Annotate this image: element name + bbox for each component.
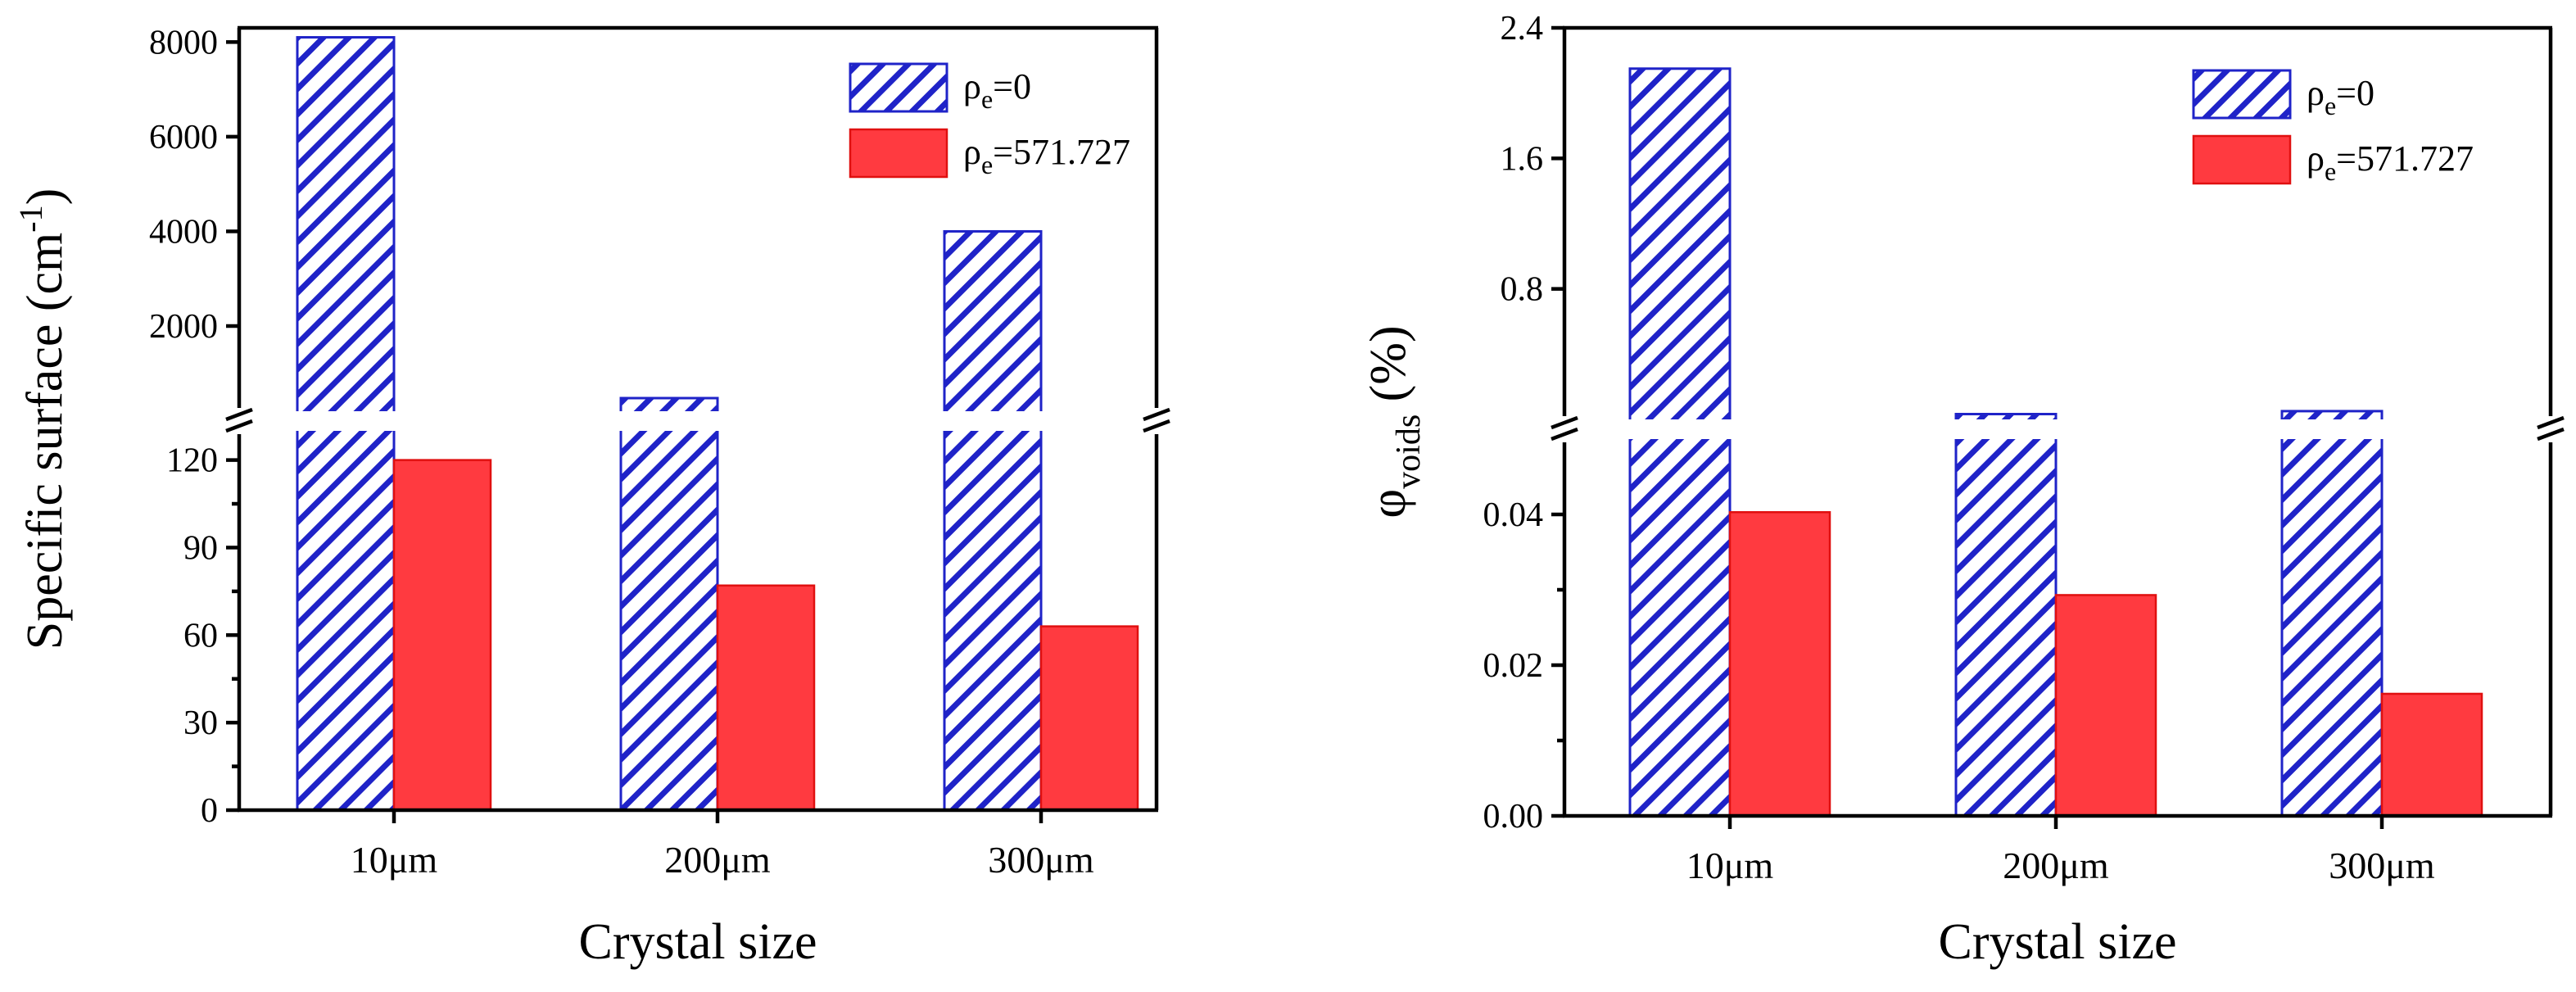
axis-break-mark xyxy=(1143,419,1170,433)
y-axis-title-main: Specific surface (cm xyxy=(17,233,73,650)
y-axis-title-tail: ) xyxy=(17,188,73,206)
y-tick-label: 2.4 xyxy=(1501,10,1544,48)
legend-tail: =0 xyxy=(2336,73,2375,113)
legend-sub: e xyxy=(981,150,993,179)
x-category-label: 10μm xyxy=(351,839,438,881)
legend-label-1: ρe=571.727 xyxy=(2307,138,2474,186)
bar-rho-0-2 xyxy=(2280,410,2384,818)
x-axis-title: Crystal size xyxy=(1939,914,2177,970)
legend-sub: e xyxy=(981,84,993,114)
x-category-label: 10μm xyxy=(1686,845,1774,886)
axis-break-mark xyxy=(225,419,253,433)
y-tick-label: 2000 xyxy=(149,308,218,346)
y-tick-label: 4000 xyxy=(149,213,218,251)
bar-rho-0-1 xyxy=(619,396,719,812)
bar-rho-571-1 xyxy=(716,584,816,812)
y-tick-label: 0.00 xyxy=(1483,798,1544,836)
y-tick-label: 0.8 xyxy=(1501,271,1544,309)
x-category-label: 200μm xyxy=(664,839,771,881)
bar-rho-571-1 xyxy=(2054,594,2157,818)
y-tick-label: 90 xyxy=(183,529,218,567)
y-tick-label: 30 xyxy=(183,704,218,742)
legend-rho: ρ xyxy=(963,66,981,106)
bar-rho-571-0 xyxy=(392,459,492,812)
y-tick-label: 1.6 xyxy=(1501,140,1544,178)
y-tick-label: 6000 xyxy=(149,119,218,156)
legend-sub: e xyxy=(2325,91,2336,120)
bar-rho-0-1 xyxy=(1954,413,2058,818)
legend-swatch-1 xyxy=(2192,134,2292,185)
legend-rho: ρ xyxy=(2307,73,2325,113)
x-axis-title: Crystal size xyxy=(579,914,817,970)
bar-rho-0-0 xyxy=(1628,67,1732,818)
y-axis-title-sub: voids xyxy=(1390,414,1428,489)
bar-rho-0-2 xyxy=(943,229,1043,812)
y-axis-title-main: φ xyxy=(1360,489,1416,519)
axis-break-gap xyxy=(1567,419,2548,439)
y-tick-label: 120 xyxy=(166,442,218,480)
chart-specific-surface: 0 30 60 90 120 2000 4000 6000 8000 10μm 200μm 300μm… xyxy=(12,24,1170,970)
legend-swatch-0 xyxy=(849,62,948,113)
axis-break-gap xyxy=(242,411,1154,431)
y-axis-title-sup: -1 xyxy=(12,205,49,232)
bar-rho-571-2 xyxy=(1039,625,1139,812)
y-axis-title-tail: (%) xyxy=(1360,325,1416,414)
x-category-label: 200μm xyxy=(2003,845,2109,886)
y-axis-title: Specific surface (cm-1) xyxy=(12,188,73,650)
legend-label-0: ρe=0 xyxy=(963,66,1031,114)
y-tick-label: 0 xyxy=(201,792,218,830)
axis-break-mark xyxy=(2537,415,2565,430)
legend-label-0: ρe=0 xyxy=(2307,73,2375,120)
legend-tail: =571.727 xyxy=(993,132,1130,172)
x-category-label: 300μm xyxy=(2329,845,2435,886)
legend-rho: ρ xyxy=(2307,138,2325,179)
bar-rho-571-2 xyxy=(2380,692,2483,818)
y-tick-label: 60 xyxy=(183,617,218,655)
legend-sub: e xyxy=(2325,156,2336,186)
legend-swatch-0 xyxy=(2192,69,2292,120)
axis-break-mark xyxy=(225,407,253,422)
axis-break-mark xyxy=(2537,427,2565,442)
x-category-label: 300μm xyxy=(988,839,1094,881)
legend-tail: =571.727 xyxy=(2336,138,2474,179)
axis-break-mark xyxy=(1551,415,1578,430)
y-tick-label: 8000 xyxy=(149,24,218,61)
axis-break-mark xyxy=(1143,407,1170,422)
bar-rho-571-0 xyxy=(1728,510,1831,818)
y-tick-label: 0.02 xyxy=(1483,647,1544,685)
legend-tail: =0 xyxy=(993,66,1031,106)
legend-label-1: ρe=571.727 xyxy=(963,132,1130,179)
chart-voids: 0.00 0.02 0.04 0.8 1.6 2.4 10μm 200μm 300μm Cryst… xyxy=(1360,10,2565,970)
y-axis-title: φvoids (%) xyxy=(1360,325,1428,518)
axis-break-mark xyxy=(1551,427,1578,442)
legend-rho: ρ xyxy=(963,132,981,172)
y-tick-label: 0.04 xyxy=(1483,496,1544,534)
legend-swatch-1 xyxy=(849,128,948,179)
